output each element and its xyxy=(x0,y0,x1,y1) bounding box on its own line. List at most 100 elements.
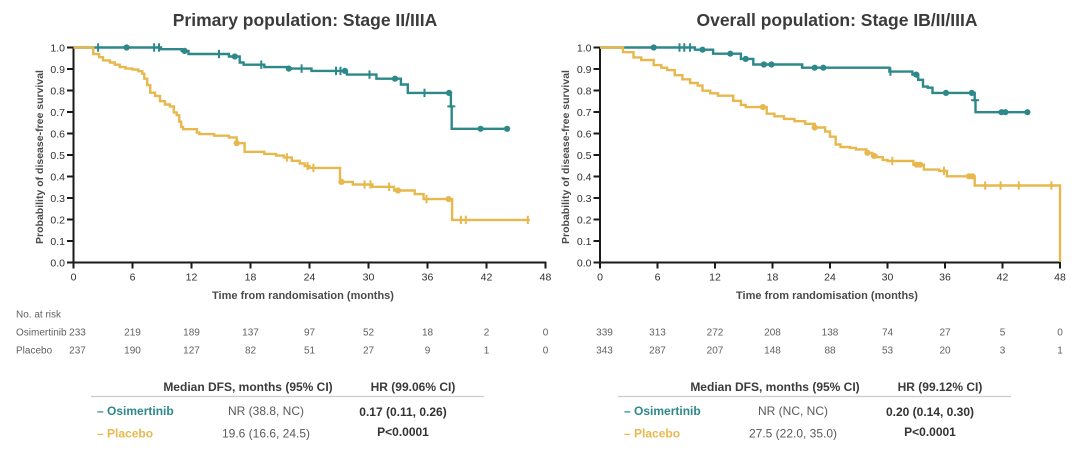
svg-text:0.0: 0.0 xyxy=(577,257,592,269)
svg-text:30: 30 xyxy=(363,271,375,283)
svg-text:36: 36 xyxy=(422,271,434,283)
svg-text:287: 287 xyxy=(649,346,666,357)
svg-text:88: 88 xyxy=(824,346,836,357)
svg-text:Probability of disease-free su: Probability of disease-free survival xyxy=(560,70,572,244)
svg-text:51: 51 xyxy=(304,346,316,357)
svg-text:0.4: 0.4 xyxy=(577,171,592,183)
svg-text:0: 0 xyxy=(543,328,549,339)
svg-text:1.0: 1.0 xyxy=(577,42,592,54)
svg-text:NR (38.8, NC): NR (38.8, NC) xyxy=(228,404,304,418)
svg-text:148: 148 xyxy=(764,346,781,357)
svg-text:0.6: 0.6 xyxy=(577,128,592,140)
svg-text:0.2: 0.2 xyxy=(577,214,592,226)
svg-text:3: 3 xyxy=(1000,346,1006,357)
svg-text:5: 5 xyxy=(1000,328,1006,339)
svg-text:138: 138 xyxy=(822,328,839,339)
svg-text:2: 2 xyxy=(484,328,490,339)
svg-text:42: 42 xyxy=(481,271,493,283)
svg-text:82: 82 xyxy=(245,346,257,357)
svg-text:Median DFS, months (95% CI): Median DFS, months (95% CI) xyxy=(163,380,332,394)
svg-text:6: 6 xyxy=(655,271,661,283)
svg-text:0: 0 xyxy=(597,271,603,283)
svg-text:– Osimertinib: – Osimertinib xyxy=(624,404,701,418)
svg-text:237: 237 xyxy=(69,346,86,357)
svg-text:20: 20 xyxy=(939,346,951,357)
svg-text:9: 9 xyxy=(425,346,431,357)
svg-text:24: 24 xyxy=(824,271,836,283)
svg-text:18: 18 xyxy=(767,271,779,283)
svg-text:0.1: 0.1 xyxy=(50,236,65,248)
svg-text:219: 219 xyxy=(124,328,141,339)
svg-text:339: 339 xyxy=(596,328,613,339)
svg-text:27.5 (22.0, 35.0): 27.5 (22.0, 35.0) xyxy=(749,427,837,441)
svg-text:127: 127 xyxy=(183,346,200,357)
svg-text:– Placebo: – Placebo xyxy=(624,427,680,441)
svg-text:Time from randomisation (month: Time from randomisation (months) xyxy=(736,290,918,302)
svg-text:343: 343 xyxy=(596,346,613,357)
svg-text:0.20 (0.14, 0.30): 0.20 (0.14, 0.30) xyxy=(886,405,974,419)
svg-text:0.7: 0.7 xyxy=(50,107,65,119)
svg-text:1.0: 1.0 xyxy=(50,42,65,54)
svg-text:27: 27 xyxy=(363,346,375,357)
svg-text:Primary population: Stage II/I: Primary population: Stage II/IIIA xyxy=(173,10,438,30)
svg-text:0.9: 0.9 xyxy=(50,64,65,76)
svg-text:48: 48 xyxy=(540,271,552,283)
svg-text:Time from randomisation (month: Time from randomisation (months) xyxy=(212,290,394,302)
svg-text:6: 6 xyxy=(130,271,136,283)
svg-text:0.0: 0.0 xyxy=(50,257,65,269)
svg-text:NR (NC, NC): NR (NC, NC) xyxy=(758,404,828,418)
svg-text:0.2: 0.2 xyxy=(50,214,65,226)
svg-text:Median DFS, months (95% CI): Median DFS, months (95% CI) xyxy=(690,380,859,394)
svg-text:48: 48 xyxy=(1054,271,1066,283)
svg-text:Osimertinib: Osimertinib xyxy=(16,328,67,339)
svg-text:12: 12 xyxy=(709,271,721,283)
svg-text:0.8: 0.8 xyxy=(50,85,65,97)
svg-text:No. at risk: No. at risk xyxy=(16,310,62,321)
svg-text:24: 24 xyxy=(304,271,316,283)
svg-text:0.4: 0.4 xyxy=(50,171,65,183)
svg-text:19.6 (16.6, 24.5): 19.6 (16.6, 24.5) xyxy=(222,427,310,441)
svg-text:HR (99.12% CI): HR (99.12% CI) xyxy=(898,380,983,394)
svg-text:74: 74 xyxy=(882,328,894,339)
svg-text:190: 190 xyxy=(124,346,141,357)
svg-text:36: 36 xyxy=(939,271,951,283)
svg-text:0.9: 0.9 xyxy=(577,64,592,76)
svg-text:HR (99.06% CI): HR (99.06% CI) xyxy=(371,380,456,394)
svg-text:233: 233 xyxy=(69,328,86,339)
svg-text:1: 1 xyxy=(484,346,490,357)
svg-text:0.5: 0.5 xyxy=(50,150,65,162)
svg-text:42: 42 xyxy=(997,271,1009,283)
svg-text:0: 0 xyxy=(71,271,77,283)
svg-text:52: 52 xyxy=(363,328,375,339)
svg-text:208: 208 xyxy=(764,328,781,339)
svg-text:53: 53 xyxy=(882,346,894,357)
svg-text:30: 30 xyxy=(882,271,894,283)
svg-text:0.5: 0.5 xyxy=(577,150,592,162)
svg-text:207: 207 xyxy=(707,346,724,357)
svg-text:313: 313 xyxy=(649,328,666,339)
svg-text:P<0.0001: P<0.0001 xyxy=(377,425,429,439)
svg-text:0: 0 xyxy=(543,346,549,357)
svg-text:Overall population: Stage IB/I: Overall population: Stage IB/II/IIIA xyxy=(696,10,977,30)
svg-text:Placebo: Placebo xyxy=(16,346,53,357)
svg-text:0.8: 0.8 xyxy=(577,85,592,97)
svg-text:189: 189 xyxy=(183,328,200,339)
svg-text:272: 272 xyxy=(707,328,724,339)
svg-text:1: 1 xyxy=(1057,346,1063,357)
svg-text:18: 18 xyxy=(245,271,257,283)
svg-text:– Osimertinib: – Osimertinib xyxy=(97,404,174,418)
svg-text:– Placebo: – Placebo xyxy=(97,427,153,441)
svg-text:Probability of disease-free su: Probability of disease-free survival xyxy=(34,70,46,244)
svg-text:137: 137 xyxy=(242,328,259,339)
svg-text:0.3: 0.3 xyxy=(577,193,592,205)
svg-text:0.3: 0.3 xyxy=(50,193,65,205)
svg-text:0.7: 0.7 xyxy=(577,107,592,119)
svg-text:0.17 (0.11, 0.26): 0.17 (0.11, 0.26) xyxy=(359,405,446,419)
svg-text:27: 27 xyxy=(939,328,951,339)
svg-text:0.1: 0.1 xyxy=(577,236,592,248)
svg-text:0.6: 0.6 xyxy=(50,128,65,140)
svg-text:18: 18 xyxy=(422,328,434,339)
svg-text:0: 0 xyxy=(1057,328,1063,339)
svg-text:P<0.0001: P<0.0001 xyxy=(904,425,956,439)
svg-text:12: 12 xyxy=(186,271,198,283)
